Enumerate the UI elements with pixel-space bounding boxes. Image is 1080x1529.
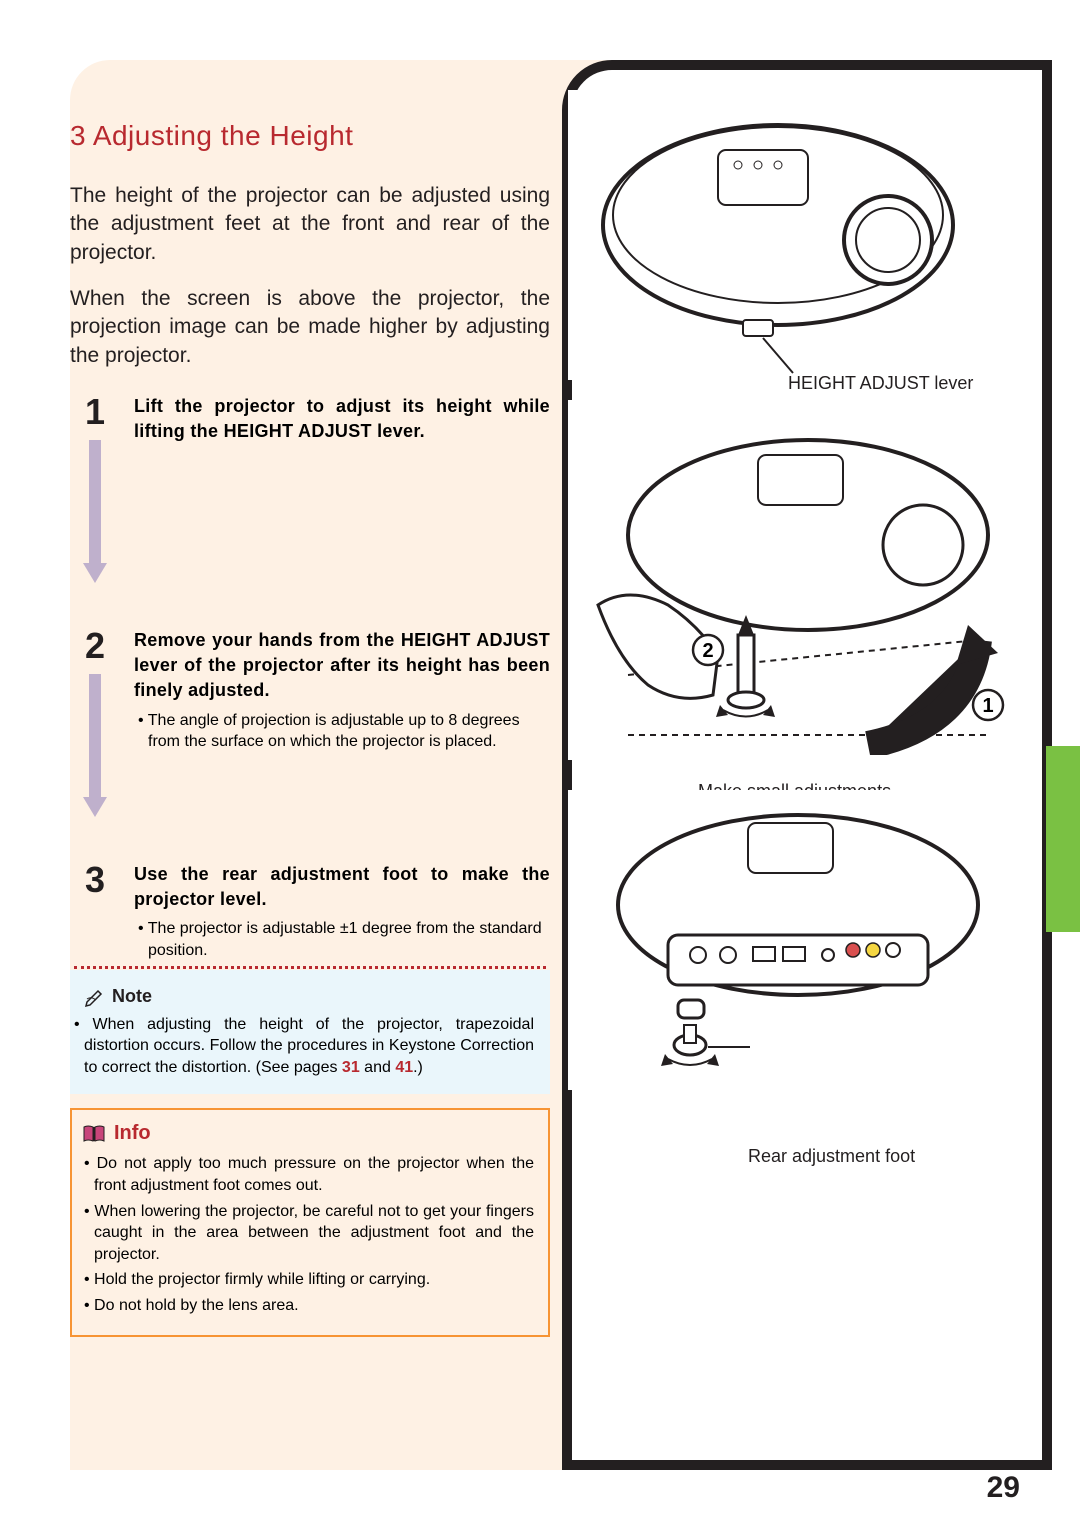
diagram-projector-lift: 2 1 [568, 400, 1028, 760]
note-text-before: When adjusting the height of the project… [84, 1016, 534, 1076]
callout-text: Rear adjustment foot [748, 1146, 915, 1166]
info-item: • Do not hold by the lens area. [82, 1295, 534, 1317]
section-title-text: Adjusting the Height [93, 120, 354, 151]
info-item: • When lowering the projector, be carefu… [82, 1201, 534, 1266]
info-label: Info [114, 1122, 151, 1145]
section-tab [1046, 746, 1080, 932]
note-dotted-border [74, 966, 546, 970]
step-num-col: 1 [70, 394, 120, 590]
step-text: Remove your hands from the HEIGHT ADJUST… [120, 628, 550, 753]
circle-label-1: 1 [982, 695, 993, 717]
step-num-col: 2 [70, 628, 120, 824]
spacer [70, 598, 550, 628]
projector-illustration-3 [578, 795, 1018, 1085]
section-title: 3 Adjusting the Height [70, 120, 550, 152]
projector-illustration-1 [578, 95, 1018, 375]
bullet-text: The angle of projection is adjustable up… [148, 712, 520, 751]
right-column: HEIGHT ADJUST lever 2 1 [568, 90, 1028, 1090]
page-ref-link[interactable]: 41 [395, 1059, 413, 1076]
step-number: 2 [85, 628, 105, 664]
note-label: Note [112, 986, 152, 1007]
step-num-col: 3 [70, 862, 120, 908]
circle-label-2: 2 [702, 640, 713, 662]
intro-paragraph-1: The height of the projector can be adjus… [70, 182, 550, 267]
step-bullet: • The projector is adjustable ±1 degree … [134, 918, 550, 961]
step-instruction: Use the rear adjustment foot to make the… [134, 862, 550, 912]
callout-height-lever: HEIGHT ADJUST lever [788, 372, 973, 395]
section-number: 3 [70, 120, 86, 151]
step-1: 1 Lift the projector to adjust its heigh… [70, 394, 550, 590]
callout-text: HEIGHT ADJUST lever [788, 373, 973, 393]
note-mid: and [360, 1059, 396, 1076]
page-ref-link[interactable]: 31 [342, 1059, 360, 1076]
step-instruction: Lift the projector to adjust its height … [134, 394, 550, 444]
info-item-text: Do not apply too much pressure on the pr… [94, 1155, 534, 1194]
diagram-projector-rear [568, 790, 1028, 1090]
intro-paragraph-2: When the screen is above the projector, … [70, 285, 550, 370]
pencil-icon [84, 986, 106, 1008]
step-3: 3 Use the rear adjustment foot to make t… [70, 862, 550, 962]
book-icon [82, 1124, 106, 1144]
step-number: 1 [85, 394, 105, 430]
step-2: 2 Remove your hands from the HEIGHT ADJU… [70, 628, 550, 824]
arrow-down-icon [85, 674, 105, 824]
info-item-text: When lowering the projector, be careful … [94, 1203, 534, 1263]
callout-rear-foot: Rear adjustment foot [748, 1145, 915, 1168]
step-bullet: • The angle of projection is adjustable … [134, 710, 550, 753]
info-header: Info [82, 1122, 534, 1145]
diagram-projector-top [568, 90, 1028, 380]
spacer [70, 832, 550, 862]
step-text: Use the rear adjustment foot to make the… [120, 862, 550, 962]
arrow-down-icon [85, 440, 105, 590]
note-box: Note • When adjusting the height of the … [70, 970, 550, 1095]
note-text: • When adjusting the height of the proje… [74, 1014, 534, 1079]
info-box: Info • Do not apply too much pressure on… [70, 1108, 550, 1336]
note-after: .) [413, 1059, 423, 1076]
page-number: 29 [987, 1471, 1020, 1505]
manual-page: 3 Adjusting the Height The height of the… [0, 0, 1080, 1529]
left-column: 3 Adjusting the Height The height of the… [70, 60, 550, 1337]
steps-list: 1 Lift the projector to adjust its heigh… [70, 394, 550, 962]
step-number: 3 [85, 862, 105, 898]
projector-illustration-2: 2 1 [578, 405, 1018, 755]
info-item-text: Do not hold by the lens area. [94, 1297, 299, 1314]
step-instruction: Remove your hands from the HEIGHT ADJUST… [134, 628, 550, 704]
bullet-text: The projector is adjustable ±1 degree fr… [148, 920, 542, 959]
info-item-text: Hold the projector firmly while lifting … [94, 1271, 430, 1288]
info-item: • Hold the projector firmly while liftin… [82, 1269, 534, 1291]
note-header: Note [74, 986, 534, 1008]
info-item: • Do not apply too much pressure on the … [82, 1153, 534, 1196]
step-text: Lift the projector to adjust its height … [120, 394, 550, 444]
